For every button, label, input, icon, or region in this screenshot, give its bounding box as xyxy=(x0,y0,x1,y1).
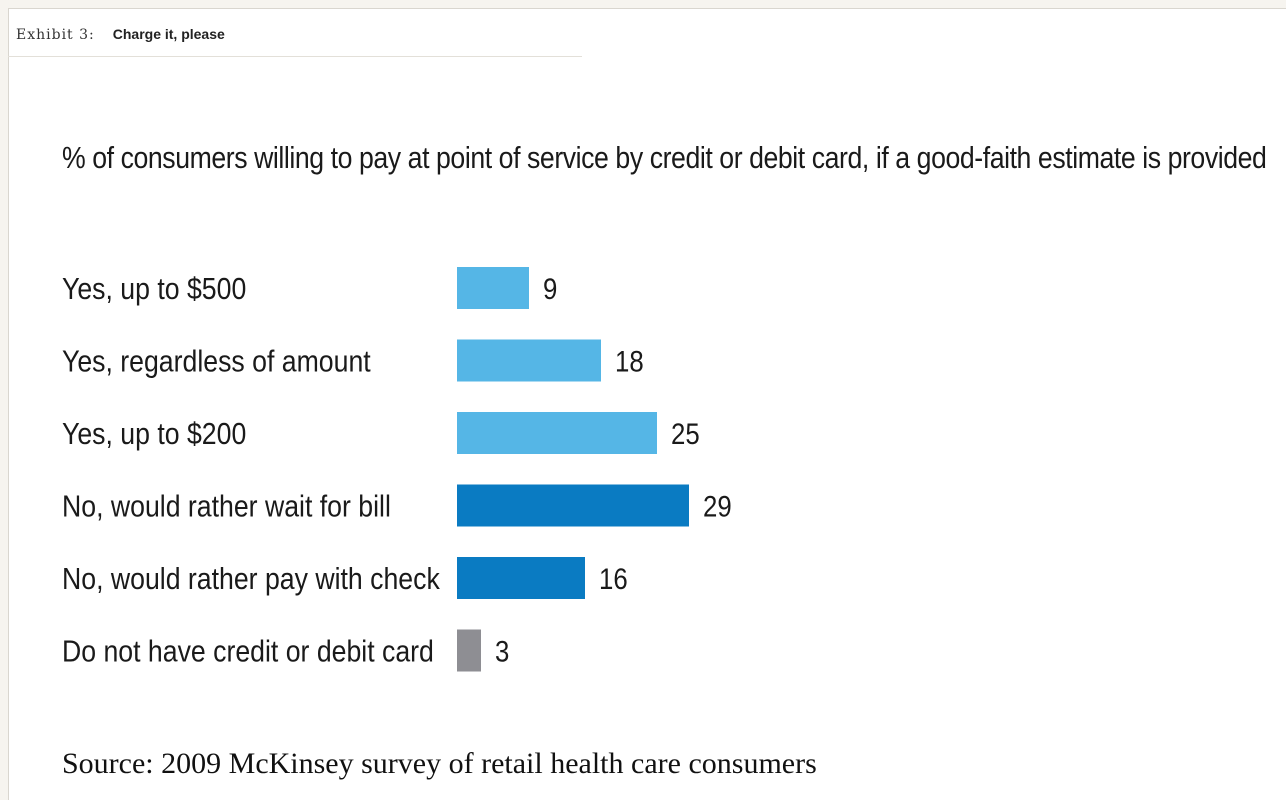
bar xyxy=(457,484,689,527)
bar xyxy=(457,557,585,599)
category-label: Yes, up to $500 xyxy=(62,272,246,306)
exhibit-number: Exhibit 3: xyxy=(16,27,95,43)
category-label: Yes, up to $200 xyxy=(62,417,246,451)
bar xyxy=(457,339,601,382)
bar xyxy=(457,629,481,672)
bar-value-label: 9 xyxy=(543,272,557,305)
category-label: Yes, regardless of amount xyxy=(62,345,371,379)
category-label: Do not have credit or debit card xyxy=(62,635,434,669)
bar-value-label: 29 xyxy=(703,490,732,523)
bar-value-label: 25 xyxy=(671,417,700,450)
category-label: No, would rather wait for bill xyxy=(62,490,391,524)
bar-value-label: 16 xyxy=(599,562,628,595)
exhibit-title: Charge it, please xyxy=(112,26,225,42)
bar xyxy=(457,412,657,454)
source-note: Source: 2009 McKinsey survey of retail h… xyxy=(62,747,817,780)
header-divider xyxy=(8,56,582,57)
category-label: No, would rather pay with check xyxy=(62,562,440,596)
bar xyxy=(457,267,529,309)
bar-value-label: 3 xyxy=(495,635,509,668)
exhibit-frame xyxy=(8,8,1286,800)
chart-title: % of consumers willing to pay at point o… xyxy=(62,140,1267,175)
bar-chart: Yes, up to $500 9 Yes, regardless of amoun… xyxy=(62,267,732,672)
bar-value-label: 18 xyxy=(615,345,644,378)
exhibit-header: Exhibit 3: Charge it, please xyxy=(16,24,225,45)
